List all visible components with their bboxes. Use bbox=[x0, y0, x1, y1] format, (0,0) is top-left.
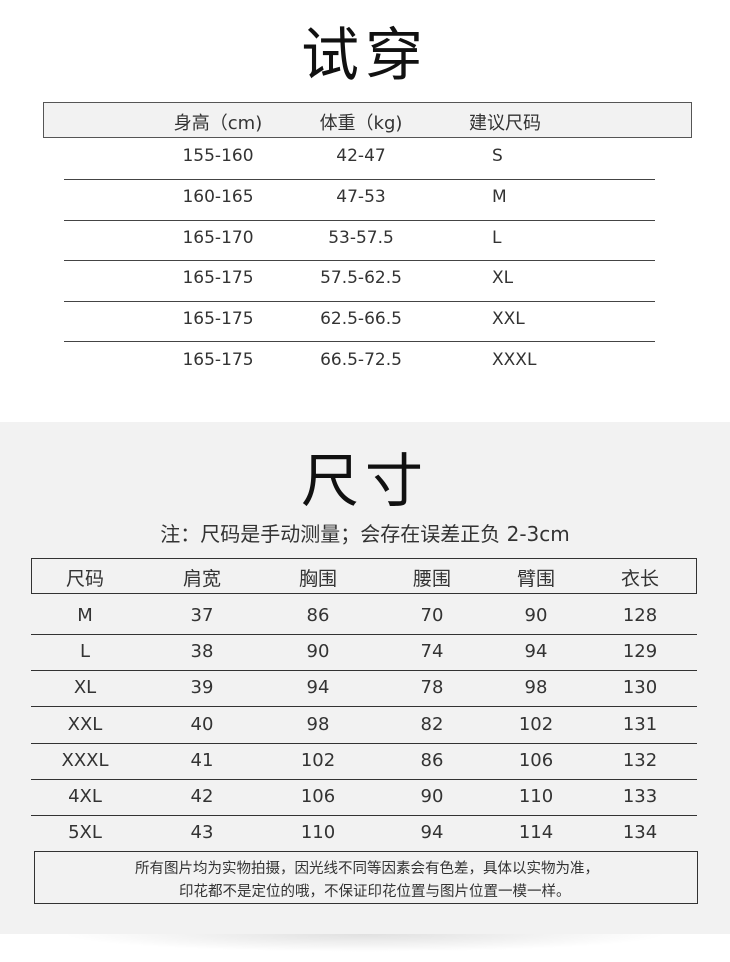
size-cell: 130 bbox=[622, 677, 658, 699]
size-cell: 94 bbox=[524, 641, 548, 663]
size-cell: 74 bbox=[420, 641, 444, 663]
size-cell: 86 bbox=[420, 749, 444, 771]
size-cell: 102 bbox=[300, 749, 336, 771]
fit-cell: 57.5-62.5 bbox=[320, 268, 402, 289]
fit-cell: S bbox=[492, 146, 503, 166]
fit-header-row bbox=[43, 102, 692, 138]
size-cell: M bbox=[77, 605, 93, 626]
size-header-cell: 臂围 bbox=[516, 568, 556, 590]
size-cell: 4XL bbox=[68, 786, 102, 807]
fit-header-cell: 身高（cm) bbox=[173, 113, 263, 134]
disclaimer-box: 所有图片均为实物拍摄，因光线不同等因素会有色差，具体以实物为准， 印花都不是定位… bbox=[34, 851, 698, 904]
fit-cell: 165-175 bbox=[182, 268, 254, 289]
fit-row-divider bbox=[64, 300, 655, 302]
size-header-row bbox=[31, 558, 697, 594]
size-cell: 98 bbox=[306, 713, 330, 735]
size-row-divider bbox=[31, 634, 697, 635]
size-cell: 40 bbox=[190, 713, 214, 735]
fit-cell: XL bbox=[492, 268, 514, 289]
size-row-divider bbox=[31, 670, 697, 672]
fit-cell: 165-175 bbox=[182, 309, 254, 330]
size-header-cell: 肩宽 bbox=[182, 568, 222, 590]
size-row-divider bbox=[31, 778, 697, 780]
size-cell: 131 bbox=[622, 713, 658, 735]
size-note: 注：尺码是手动测量；会存在误差正负 2-3cm bbox=[160, 522, 570, 546]
fit-cell: 47-53 bbox=[336, 186, 386, 207]
size-cell: 110 bbox=[518, 786, 554, 807]
size-cell: 5XL bbox=[68, 822, 102, 844]
bottom-shadow bbox=[60, 934, 670, 952]
size-cell: 132 bbox=[622, 749, 658, 771]
size-row-divider bbox=[31, 742, 697, 744]
fit-row-divider bbox=[64, 219, 655, 221]
fit-row-divider bbox=[64, 260, 655, 262]
disclaimer-line-2: 印花都不是定位的哦，不保证印花位置与图片位置一模一样。 bbox=[179, 884, 571, 900]
fit-header-cell: 建议尺码 bbox=[469, 113, 541, 134]
size-cell: XXL bbox=[67, 713, 103, 735]
size-cell: 41 bbox=[190, 749, 214, 771]
fit-cell: 66.5-72.5 bbox=[320, 350, 402, 370]
size-cell: 37 bbox=[190, 605, 214, 626]
size-cell: 102 bbox=[518, 713, 554, 735]
fit-row-divider bbox=[64, 179, 655, 180]
fit-title: 试穿 bbox=[300, 21, 429, 89]
size-cell: 134 bbox=[622, 822, 658, 844]
size-cell: 43 bbox=[190, 822, 214, 844]
size-cell: 106 bbox=[518, 749, 554, 771]
size-cell: XL bbox=[73, 677, 97, 699]
size-cell: 82 bbox=[420, 713, 444, 735]
size-title: 尺寸 bbox=[300, 447, 429, 515]
fit-cell: L bbox=[492, 227, 502, 248]
fit-cell: 160-165 bbox=[182, 186, 254, 207]
size-cell: 70 bbox=[420, 605, 444, 626]
size-cell: 133 bbox=[622, 786, 658, 807]
size-cell: 98 bbox=[524, 677, 548, 699]
fit-header-cell: 体重（kg) bbox=[319, 113, 403, 134]
size-cell: 110 bbox=[300, 822, 336, 844]
size-cell: 94 bbox=[420, 822, 444, 844]
size-cell: 39 bbox=[190, 677, 214, 699]
size-cell: 106 bbox=[300, 786, 336, 807]
size-cell: 90 bbox=[306, 641, 330, 663]
size-cell: 38 bbox=[190, 641, 214, 663]
size-cell: 128 bbox=[622, 605, 658, 626]
size-header-cell: 衣长 bbox=[620, 568, 660, 590]
size-row-divider bbox=[31, 706, 697, 708]
fit-cell: XXXL bbox=[492, 350, 537, 370]
disclaimer-line-1: 所有图片均为实物拍摄，因光线不同等因素会有色差，具体以实物为准， bbox=[135, 861, 599, 877]
fit-cell: 42-47 bbox=[336, 146, 386, 166]
fit-row-divider bbox=[64, 341, 655, 343]
fit-cell: XXL bbox=[492, 309, 525, 330]
fit-cell: 62.5-66.5 bbox=[320, 309, 402, 330]
size-cell: 90 bbox=[524, 605, 548, 626]
size-cell: XXXL bbox=[61, 749, 109, 771]
size-header-cell: 腰围 bbox=[412, 568, 452, 590]
fit-cell: M bbox=[492, 186, 507, 207]
size-cell: 114 bbox=[518, 822, 554, 844]
fit-cell: 165-170 bbox=[182, 227, 254, 248]
size-cell: 94 bbox=[306, 677, 330, 699]
size-row-divider bbox=[31, 815, 697, 816]
fit-cell: 165-175 bbox=[182, 350, 254, 370]
size-header-cell: 尺码 bbox=[65, 568, 105, 590]
size-cell: 78 bbox=[420, 677, 444, 699]
size-cell: 129 bbox=[622, 641, 658, 663]
size-cell: L bbox=[79, 641, 91, 663]
size-section bbox=[0, 422, 730, 934]
size-cell: 90 bbox=[420, 786, 444, 807]
fit-cell: 155-160 bbox=[182, 146, 254, 166]
size-header-cell: 胸围 bbox=[298, 568, 338, 590]
size-cell: 42 bbox=[190, 786, 214, 807]
fit-cell: 53-57.5 bbox=[328, 227, 394, 248]
size-cell: 86 bbox=[306, 605, 330, 626]
